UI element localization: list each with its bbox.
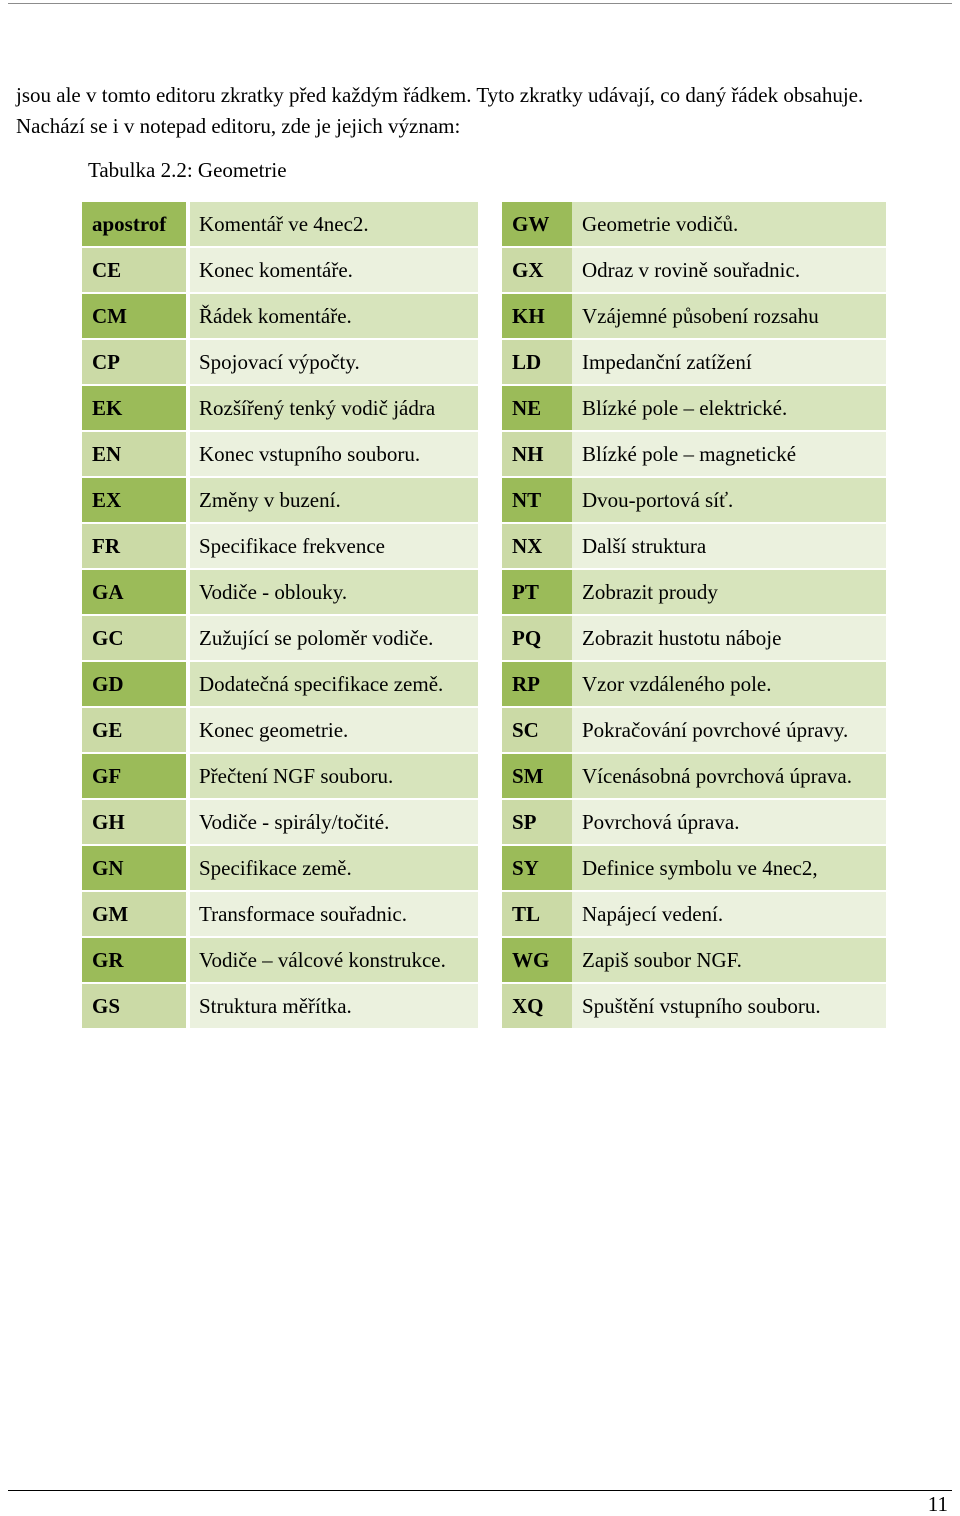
meaning-cell: Spojovací výpočty. — [190, 340, 478, 384]
abbreviation-cell: NH — [502, 432, 572, 476]
table-caption: Tabulka 2.2: Geometrie — [88, 158, 287, 182]
meaning-cell: Vodiče - spirály/točité. — [190, 800, 478, 844]
abbreviation-cell: GD — [82, 662, 186, 706]
abbreviation-cell: apostrof — [82, 202, 186, 246]
meaning-cell: Specifikace frekvence — [190, 524, 478, 568]
abbreviation-cell: EX — [82, 478, 186, 522]
meaning-cell: Vzor vzdáleného pole. — [572, 662, 886, 706]
page-number: 11 — [927, 1492, 948, 1516]
meaning-cell: Dodatečná specifikace země. — [190, 662, 478, 706]
meaning-cell: Komentář ve 4nec2. — [190, 202, 478, 246]
abbreviation-cell: SC — [502, 708, 572, 752]
footer-rule — [8, 1490, 952, 1491]
meaning-cell: Zužující se poloměr vodiče. — [190, 616, 478, 660]
abbreviation-cell: GC — [82, 616, 186, 660]
meaning-cell: Spuštění vstupního souboru. — [572, 984, 886, 1028]
meaning-cell: Vodiče – válcové konstrukce. — [190, 938, 478, 982]
abbreviation-cell: GR — [82, 938, 186, 982]
abbreviation-cell: TL — [502, 892, 572, 936]
intro-line-2: Nachází se i v notepad editoru, zde je j… — [16, 114, 461, 138]
meaning-cell: Geometrie vodičů. — [572, 202, 886, 246]
meaning-cell: Struktura měřítka. — [190, 984, 478, 1028]
meaning-cell: Další struktura — [572, 524, 886, 568]
meaning-cell: Řádek komentáře. — [190, 294, 478, 338]
meaning-cell: Zapiš soubor NGF. — [572, 938, 886, 982]
abbreviation-cell: GF — [82, 754, 186, 798]
abbreviation-cell: FR — [82, 524, 186, 568]
meaning-cell: Změny v buzení. — [190, 478, 478, 522]
meaning-cell: Pokračování povrchové úpravy. — [572, 708, 886, 752]
abbreviation-cell: KH — [502, 294, 572, 338]
meaning-cell: Konec vstupního souboru. — [190, 432, 478, 476]
meaning-cell: Napájecí vedení. — [572, 892, 886, 936]
abbreviation-cell: EK — [82, 386, 186, 430]
abbreviation-cell: GW — [502, 202, 572, 246]
abbreviation-cell: SP — [502, 800, 572, 844]
abbreviation-cell: GH — [82, 800, 186, 844]
header-rule — [8, 3, 952, 4]
meaning-cell: Specifikace země. — [190, 846, 478, 890]
abbreviation-cell: SM — [502, 754, 572, 798]
geometry-table-left: apostrof Komentář ve 4nec2. CE Konec koment… — [82, 202, 478, 1028]
meaning-cell: Konec geometrie. — [190, 708, 478, 752]
meaning-cell: Vodiče - oblouky. — [190, 570, 478, 614]
abbreviation-cell: CP — [82, 340, 186, 384]
meaning-cell: Konec komentáře. — [190, 248, 478, 292]
meaning-cell: Vícenásobná povrchová úprava. — [572, 754, 886, 798]
meaning-cell: Rozšířený tenký vodič jádra — [190, 386, 478, 430]
abbreviation-cell: GN — [82, 846, 186, 890]
abbreviation-cell: GE — [82, 708, 186, 752]
abbreviation-cell: PQ — [502, 616, 572, 660]
abbreviation-cell: XQ — [502, 984, 572, 1028]
meaning-cell: Impedanční zatížení — [572, 340, 886, 384]
abbreviation-cell: SY — [502, 846, 572, 890]
abbreviation-cell: GS — [82, 984, 186, 1028]
meaning-cell: Transformace souřadnic. — [190, 892, 478, 936]
abbreviation-cell: RP — [502, 662, 572, 706]
meaning-cell: Vzájemné působení rozsahu — [572, 294, 886, 338]
abbreviation-cell: GX — [502, 248, 572, 292]
abbreviation-cell: LD — [502, 340, 572, 384]
abbreviation-cell: PT — [502, 570, 572, 614]
abbreviation-cell: EN — [82, 432, 186, 476]
intro-paragraph: jsou ale v tomto editoru zkratky před ka… — [16, 80, 952, 142]
meaning-cell: Blízké pole – elektrické. — [572, 386, 886, 430]
abbreviation-cell: NX — [502, 524, 572, 568]
abbreviation-cell: GM — [82, 892, 186, 936]
meaning-cell: Přečtení NGF souboru. — [190, 754, 478, 798]
abbreviation-cell: GA — [82, 570, 186, 614]
abbreviation-cell: WG — [502, 938, 572, 982]
intro-line-1: jsou ale v tomto editoru zkratky před ka… — [16, 83, 864, 107]
meaning-cell: Definice symbolu ve 4nec2, — [572, 846, 886, 890]
meaning-cell: Blízké pole – magnetické — [572, 432, 886, 476]
abbreviation-cell: NT — [502, 478, 572, 522]
meaning-cell: Odraz v rovině souřadnic. — [572, 248, 886, 292]
meaning-cell: Zobrazit proudy — [572, 570, 886, 614]
meaning-cell: Povrchová úprava. — [572, 800, 886, 844]
meaning-cell: Dvou-portová síť. — [572, 478, 886, 522]
meaning-cell: Zobrazit hustotu náboje — [572, 616, 886, 660]
abbreviation-cell: NE — [502, 386, 572, 430]
geometry-table-right: GW Geometrie vodičů. GX Odraz v rovině souř… — [502, 202, 886, 1028]
abbreviation-cell: CM — [82, 294, 186, 338]
abbreviation-cell: CE — [82, 248, 186, 292]
